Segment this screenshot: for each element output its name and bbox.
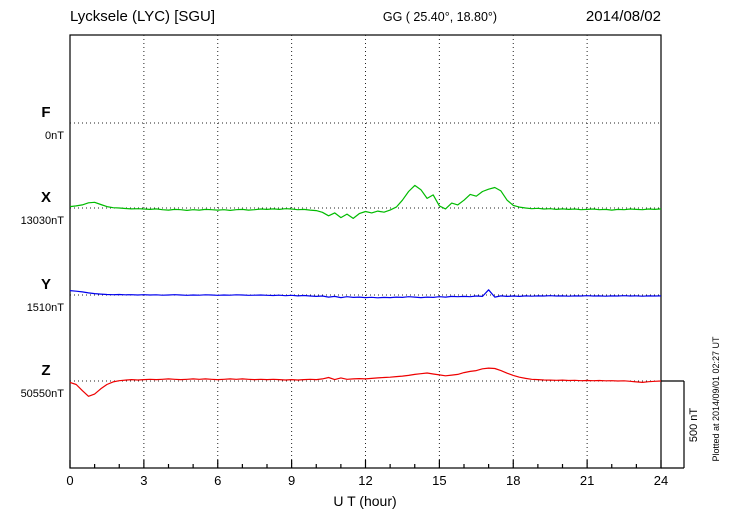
trace-Z [69, 367, 662, 397]
tick-label: 6 [214, 473, 221, 488]
tick-label: 18 [506, 473, 520, 488]
tick-label: 21 [580, 473, 594, 488]
component-baseline-F: 0nT [45, 130, 64, 142]
component-labels: F 0nT X 13030nT Y 1510nT Z 50550nT [21, 104, 65, 400]
component-baseline-X: 13030nT [21, 215, 65, 227]
tick-label: 15 [432, 473, 446, 488]
component-name-X: X [41, 189, 51, 206]
tick-label: 3 [140, 473, 147, 488]
plotted-at-note: Plotted at 2014/09/01 02:27 UT [711, 336, 721, 462]
tick-label: 0 [66, 473, 73, 488]
station-title: Lycksele (LYC) [SGU] [70, 8, 215, 25]
tick-label: 24 [654, 473, 668, 488]
trace-Y [69, 289, 662, 299]
date-label: 2014/08/02 [586, 8, 661, 25]
scale-bar-label: 500 nT [688, 408, 700, 443]
gridlines [70, 35, 661, 468]
tick-label: 12 [358, 473, 372, 488]
component-baseline-Z: 50550nT [21, 388, 65, 400]
scale-bar [661, 380, 685, 469]
trace-X [69, 184, 662, 219]
x-axis-label: U T (hour) [333, 493, 396, 509]
axis-tick-labels: 0 3 6 9 12 15 18 21 24 [66, 473, 668, 488]
tick-label: 9 [288, 473, 295, 488]
axis-ticks [69, 460, 662, 468]
coords-label: GG ( 25.40°, 18.80°) [383, 10, 497, 24]
component-baseline-Y: 1510nT [27, 302, 65, 314]
data-traces [69, 184, 662, 397]
component-name-F: F [41, 104, 50, 121]
component-name-Y: Y [41, 276, 51, 293]
component-name-Z: Z [41, 362, 50, 379]
